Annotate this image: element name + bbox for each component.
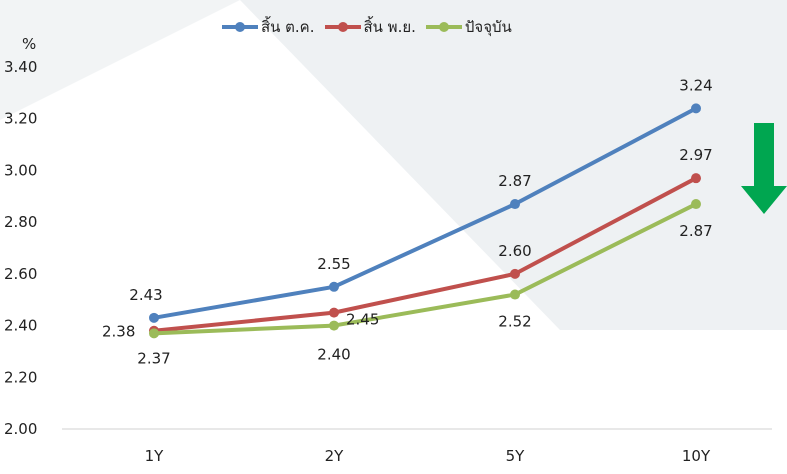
x-tick-label: 2Y (325, 447, 345, 465)
y-tick-label: 2.00 (4, 420, 37, 438)
data-point (691, 173, 701, 184)
data-label: 2.55 (317, 255, 350, 273)
legend-marker-nov (324, 22, 361, 32)
legend-item-current: ปัจจุบัน (425, 15, 512, 39)
legend-label-oct: สิ้น ต.ค. (261, 18, 315, 36)
y-tick-label: 2.80 (4, 213, 37, 231)
data-point (510, 289, 520, 300)
data-label: 2.87 (498, 172, 531, 190)
legend-marker-current (425, 22, 462, 32)
data-label: 2.52 (498, 313, 531, 331)
data-label: 2.97 (679, 146, 712, 164)
y-axis-unit-label: % (22, 35, 36, 53)
y-tick-label: 2.40 (4, 317, 37, 335)
data-point (329, 307, 339, 318)
y-tick-label: 3.20 (4, 110, 37, 128)
data-point (510, 199, 520, 210)
legend-label-nov: สิ้น พ.ย. (363, 18, 416, 36)
data-label: 2.38 (102, 323, 135, 341)
x-tick-label: 1Y (145, 447, 165, 465)
series-line (153, 176, 697, 333)
data-point (149, 312, 159, 323)
data-point (329, 281, 339, 292)
legend-label-current: ปัจจุบัน (464, 18, 512, 36)
data-point (691, 199, 701, 210)
data-point (510, 268, 520, 279)
down-arrow-icon (741, 123, 787, 214)
data-label: 2.45 (346, 311, 379, 329)
legend-item-nov: สิ้น พ.ย. (324, 15, 416, 39)
data-label: 3.24 (679, 76, 712, 94)
data-label: 2.60 (498, 242, 531, 260)
data-point (691, 103, 701, 114)
data-label: 2.37 (137, 349, 170, 367)
y-tick-label: 3.40 (4, 58, 37, 76)
data-point (149, 328, 159, 339)
data-label: 2.43 (129, 286, 162, 304)
data-label: 2.87 (679, 222, 712, 240)
data-label: 2.40 (317, 346, 350, 364)
legend-marker-oct (222, 22, 258, 32)
series-line (153, 106, 697, 320)
series-line (153, 202, 697, 336)
y-tick-label: 2.20 (4, 368, 37, 386)
data-point (329, 320, 339, 331)
y-tick-label: 3.00 (4, 161, 37, 179)
legend-item-oct: สิ้น ต.ค. (222, 15, 315, 39)
legend: สิ้น ต.ค. สิ้น พ.ย. ปัจจุบัน (222, 15, 522, 39)
x-tick-label: 10Y (682, 447, 711, 465)
x-tick-label: 5Y (506, 447, 526, 465)
y-tick-label: 2.60 (4, 265, 37, 283)
